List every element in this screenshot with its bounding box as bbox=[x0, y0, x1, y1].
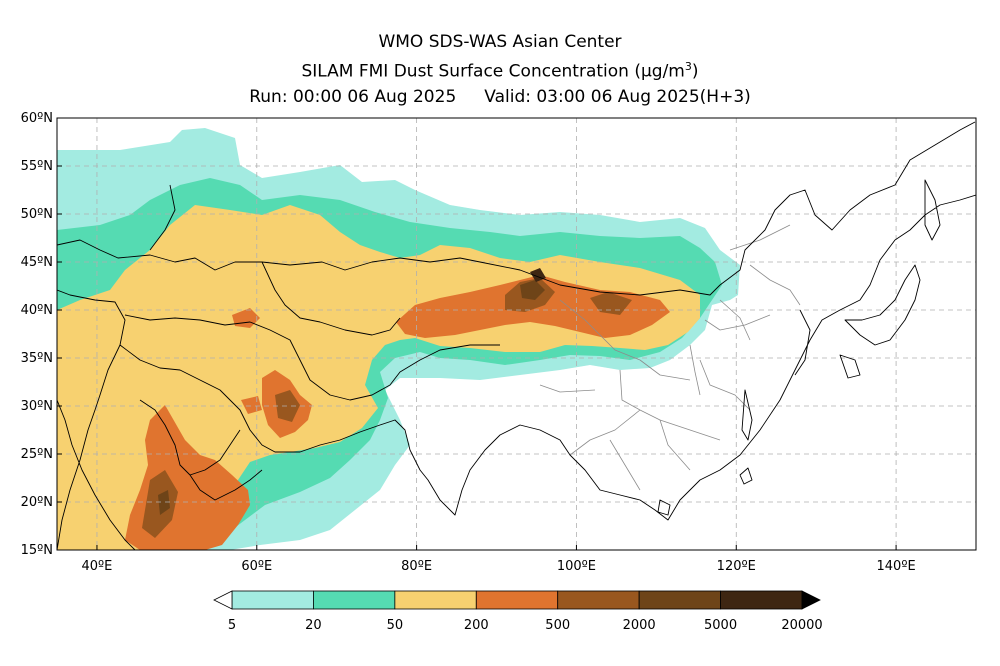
colorbar-swatch bbox=[394, 590, 477, 610]
valid-time: Valid: 03:00 06 Aug 2025(H+3) bbox=[484, 87, 751, 107]
dust-band-2000-5000 bbox=[158, 490, 170, 515]
colorbar-tick-label: 20000 bbox=[781, 618, 822, 633]
latitude-labels: 60ºN 55ºN 50ºN 45ºN 40ºN 35ºN 30ºN 25ºN 20ºN 15ºN bbox=[21, 111, 62, 558]
lon-label: 100ºE bbox=[557, 559, 596, 574]
lon-label: 60ºE bbox=[241, 559, 272, 574]
colorbar-tick-label: 500 bbox=[545, 618, 570, 633]
colorbar-swatch bbox=[557, 590, 640, 610]
colorbar-tick-labels: 5 20 50 200 500 2000 5000 20000 bbox=[228, 618, 823, 633]
lon-label: 140ºE bbox=[877, 559, 916, 574]
colorbar-tick-label: 2000 bbox=[623, 618, 656, 633]
colorbar-tick-label: 5000 bbox=[704, 618, 737, 633]
title-unit: (µg/m bbox=[634, 61, 685, 82]
dust-concentration-field bbox=[57, 128, 740, 550]
colorbar-tick-label: 5 bbox=[228, 618, 236, 633]
country-borders bbox=[57, 121, 976, 550]
colorbar-tick-label: 200 bbox=[464, 618, 489, 633]
lat-label: 45ºN bbox=[21, 255, 53, 270]
colorbar-under-arrow bbox=[213, 590, 233, 610]
title-unit-close: ) bbox=[691, 61, 699, 82]
colorbar bbox=[213, 590, 821, 610]
colorbar-swatch bbox=[638, 590, 721, 610]
run-time: Run: 00:00 06 Aug 2025 bbox=[249, 87, 457, 107]
colorbar-swatch bbox=[720, 590, 803, 610]
lat-label: 15ºN bbox=[21, 543, 53, 558]
lat-label: 25ºN bbox=[21, 447, 53, 462]
title-line-2: SILAM FMI Dust Surface Concentration (µg… bbox=[0, 60, 1000, 82]
lat-label: 60ºN bbox=[21, 111, 53, 126]
lat-label: 55ºN bbox=[21, 159, 53, 174]
lat-label: 30ºN bbox=[21, 399, 53, 414]
lat-label: 40ºN bbox=[21, 303, 53, 318]
dust-band-500-2000 bbox=[590, 292, 632, 315]
title-line-3: Run: 00:00 06 Aug 2025 Valid: 03:00 06 Au… bbox=[0, 87, 1000, 107]
lon-label: 40ºE bbox=[82, 559, 113, 574]
borders bbox=[57, 121, 976, 550]
graticule bbox=[57, 118, 976, 550]
colorbar-tick-label: 20 bbox=[305, 618, 322, 633]
lat-label: 50ºN bbox=[21, 207, 53, 222]
lon-label: 80ºE bbox=[401, 559, 432, 574]
title-line-1: WMO SDS-WAS Asian Center bbox=[378, 32, 622, 52]
lon-label: 120ºE bbox=[717, 559, 756, 574]
colorbar-swatch bbox=[475, 590, 559, 610]
map-frame bbox=[56, 117, 977, 551]
lat-label: 20ºN bbox=[21, 495, 53, 510]
colorbar-tick-label: 50 bbox=[387, 618, 404, 633]
title-product: SILAM FMI Dust Surface Concentration bbox=[301, 61, 629, 82]
dust-band-2000-5000 bbox=[520, 280, 545, 300]
colorbar-over-arrow bbox=[801, 590, 821, 610]
dust-band-500-2000 bbox=[275, 390, 300, 422]
colorbar-swatch bbox=[231, 590, 314, 610]
lat-label: 35ºN bbox=[21, 351, 53, 366]
longitude-labels: 40ºE 60ºE 80ºE 100ºE 120ºE 140ºE bbox=[82, 545, 916, 574]
title-unit-exponent: 3 bbox=[684, 60, 692, 73]
province-boundaries bbox=[539, 224, 801, 491]
colorbar-swatch bbox=[313, 590, 396, 610]
